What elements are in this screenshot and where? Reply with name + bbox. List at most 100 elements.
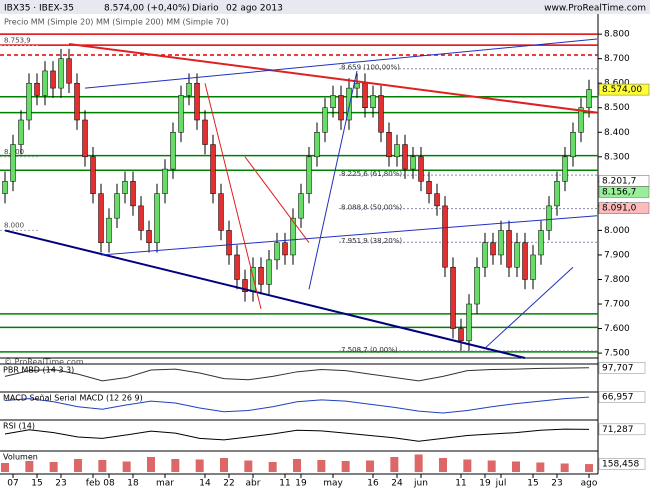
volume-bar [98, 460, 107, 472]
candle-body [426, 181, 432, 194]
candle-body [322, 107, 328, 133]
quote: 8.574,00 (+0,40%) [104, 4, 190, 14]
candle-body [186, 82, 192, 96]
candle-body [162, 168, 168, 194]
candle-body [202, 119, 208, 145]
candle-body [346, 87, 352, 121]
candle-body [34, 82, 40, 96]
left-level-label: 8.753,9 [4, 36, 31, 44]
candle-body [314, 132, 320, 158]
candle-body [146, 230, 152, 243]
price-label: 8.574,00 [602, 85, 642, 95]
y-tick-label: 8.500 [604, 103, 630, 113]
price-label: 8.156,7 [602, 187, 636, 197]
volume-bar [341, 461, 350, 472]
left-level-label: 8.000 [4, 221, 24, 229]
volume-bar [122, 461, 131, 472]
candle-body [546, 205, 552, 231]
volume-bar [487, 460, 496, 472]
candle-body [274, 242, 280, 261]
candle-body [570, 132, 576, 158]
candle-body [354, 82, 360, 89]
candle-body [562, 156, 568, 182]
trend-line [84, 38, 598, 89]
volume-bar [74, 459, 82, 472]
candle-body [298, 193, 304, 219]
y-tick-label: 7.500 [604, 349, 630, 359]
indicator-value-box [598, 423, 646, 436]
volume-bar [293, 459, 301, 472]
indicator-value-box [598, 391, 646, 403]
x-tick-label: 18 [127, 479, 139, 489]
x-tick-label: 11 [455, 479, 466, 489]
candle-body [66, 58, 72, 84]
price-label: 8.201,7 [602, 176, 636, 186]
candle-body [554, 181, 560, 207]
x-tick-label: feb [86, 479, 101, 489]
candle-body [138, 205, 144, 231]
candle-body [154, 193, 160, 243]
candle-body [538, 230, 544, 256]
x-tick-label: 15 [527, 479, 538, 489]
candle-body [482, 242, 488, 268]
volume-bar [147, 457, 155, 472]
candle-body [410, 156, 416, 170]
candle-body [258, 266, 264, 285]
indicator-value: 158,458 [602, 460, 639, 470]
volume-bar [463, 459, 472, 472]
fib-label: 7.951,9 (38,20%) [341, 237, 402, 245]
candle-body [522, 242, 528, 280]
volume-bar [220, 458, 228, 472]
candle-body [338, 95, 344, 121]
volume-bar [171, 459, 180, 472]
x-tick-label: ago [581, 479, 598, 489]
candle-body [370, 95, 376, 108]
candle-body [74, 82, 80, 121]
x-tick-label: 07 [7, 479, 18, 489]
x-tick-label: jul [495, 479, 507, 489]
x-tick-label: 14 [199, 479, 211, 489]
volume-bar [366, 460, 374, 472]
trend-line [308, 70, 358, 290]
volume-bar [439, 458, 447, 472]
indicator-title: PBR MBD (14 3 3) [3, 366, 74, 375]
volume-bar [268, 462, 277, 472]
candle-body [474, 266, 480, 305]
indicator-title: MACD Señal Serial MACD (12 26 9) [3, 394, 143, 403]
price-label: 8.091,0 [602, 204, 637, 214]
trend-line [244, 156, 310, 243]
volume-bar [560, 463, 569, 472]
volume-bar [585, 464, 593, 472]
y-tick-label: 7.700 [604, 300, 630, 310]
candle-body [530, 254, 536, 280]
volume-bar [25, 461, 34, 472]
volume-bar [390, 457, 399, 472]
candle-body [42, 70, 48, 96]
trend-line [204, 83, 262, 310]
candle-body [386, 132, 392, 158]
date: 02 ago 2013 [226, 4, 283, 14]
candle-body [394, 144, 400, 158]
fib-label: 8.088,8 (50,00%) [341, 204, 402, 212]
trend-line [484, 266, 574, 349]
symbol: IBX35 · IBEX-35 [4, 4, 74, 14]
x-tick-label: 08 [103, 479, 115, 489]
candle-body [2, 181, 8, 194]
indicator-value: 97,707 [602, 363, 634, 373]
trend-line [68, 42, 598, 114]
candle-body [282, 242, 288, 256]
candle-body [10, 144, 16, 182]
price-label-box [598, 202, 650, 214]
y-tick-label: 7.900 [604, 250, 630, 260]
indicator-title: Volumen [3, 453, 38, 462]
price-label-box [598, 186, 650, 198]
candle-body [122, 181, 128, 194]
trend-line [100, 215, 598, 256]
volume-bar [49, 462, 58, 472]
candle-body [130, 181, 136, 207]
y-tick-label: 8.700 [604, 54, 630, 64]
x-tick-label: mar [156, 479, 174, 489]
candle-body [506, 230, 512, 268]
fib-label: 8.659 (100,00%) [341, 64, 400, 72]
